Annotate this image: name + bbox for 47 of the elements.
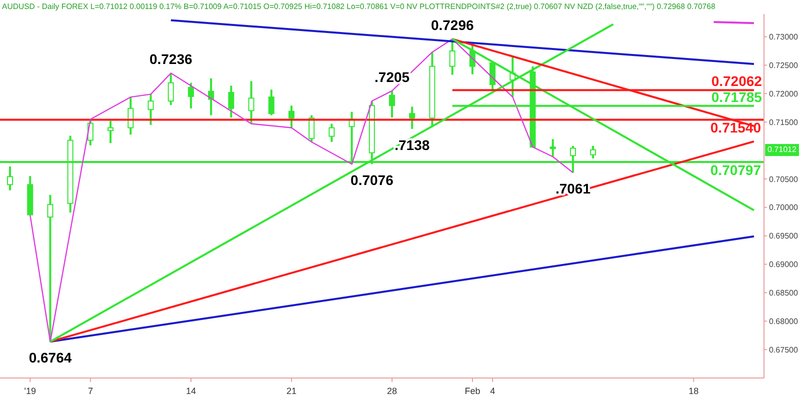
candlestick — [308, 114, 315, 143]
candlestick — [328, 122, 335, 143]
x-tick-label: 4 — [490, 386, 496, 396]
y-tick-label: 0.68500 — [769, 288, 798, 298]
x-tick-label: 28 — [387, 386, 398, 396]
annotation: .7061 — [555, 180, 591, 197]
ref-line-label: 0.71540 — [710, 120, 762, 136]
candlestick — [268, 88, 274, 116]
candlestick — [108, 120, 114, 144]
candlestick — [288, 104, 294, 129]
annotation: .7138 — [394, 136, 430, 153]
x-tick-label: 21 — [286, 386, 297, 396]
candlestick — [409, 106, 416, 130]
candlestick — [7, 165, 13, 192]
x-tick-label: 18 — [688, 386, 699, 396]
series-label: 0.71785 — [711, 88, 762, 105]
ref-line-label: 0.70797 — [710, 162, 762, 178]
annotation: 0.7296 — [430, 17, 474, 34]
candlestick — [490, 60, 496, 91]
annotation: 0.6764 — [28, 350, 72, 366]
candlestick — [590, 144, 596, 160]
y-tick-label: 0.68000 — [769, 316, 798, 326]
y-tick-label: 0.72000 — [769, 89, 798, 98]
x-tick-label: '19 — [24, 386, 36, 396]
x-tick-label: 14 — [186, 386, 196, 396]
candlestick — [168, 72, 174, 106]
annotation: 0.7236 — [149, 51, 193, 68]
x-tick-label: Feb — [464, 386, 480, 396]
y-tick-label: 0.72500 — [769, 61, 798, 70]
x-tick-label: 7 — [88, 386, 93, 396]
candlestick — [248, 80, 254, 125]
series-label: 0.72062 — [711, 73, 762, 90]
y-tick-label: 0.69500 — [769, 232, 798, 241]
y-tick-label: 0.70000 — [769, 203, 798, 212]
y-tick-label: 0.69000 — [769, 260, 798, 270]
candlestick — [188, 82, 194, 110]
candlestick — [389, 90, 395, 119]
annotation: 0.7076 — [350, 172, 394, 188]
y-tick-label: 0.71500 — [769, 118, 798, 127]
candlestick — [148, 93, 154, 126]
y-tick-label: 0.73000 — [769, 32, 798, 42]
y-tick-label: 0.67500 — [769, 345, 798, 354]
candlestick — [550, 138, 556, 158]
y-tick-label: 0.70500 — [769, 174, 798, 184]
annotation: 0.71012 — [765, 144, 799, 156]
candlestick — [128, 96, 134, 136]
candlestick — [228, 84, 234, 119]
